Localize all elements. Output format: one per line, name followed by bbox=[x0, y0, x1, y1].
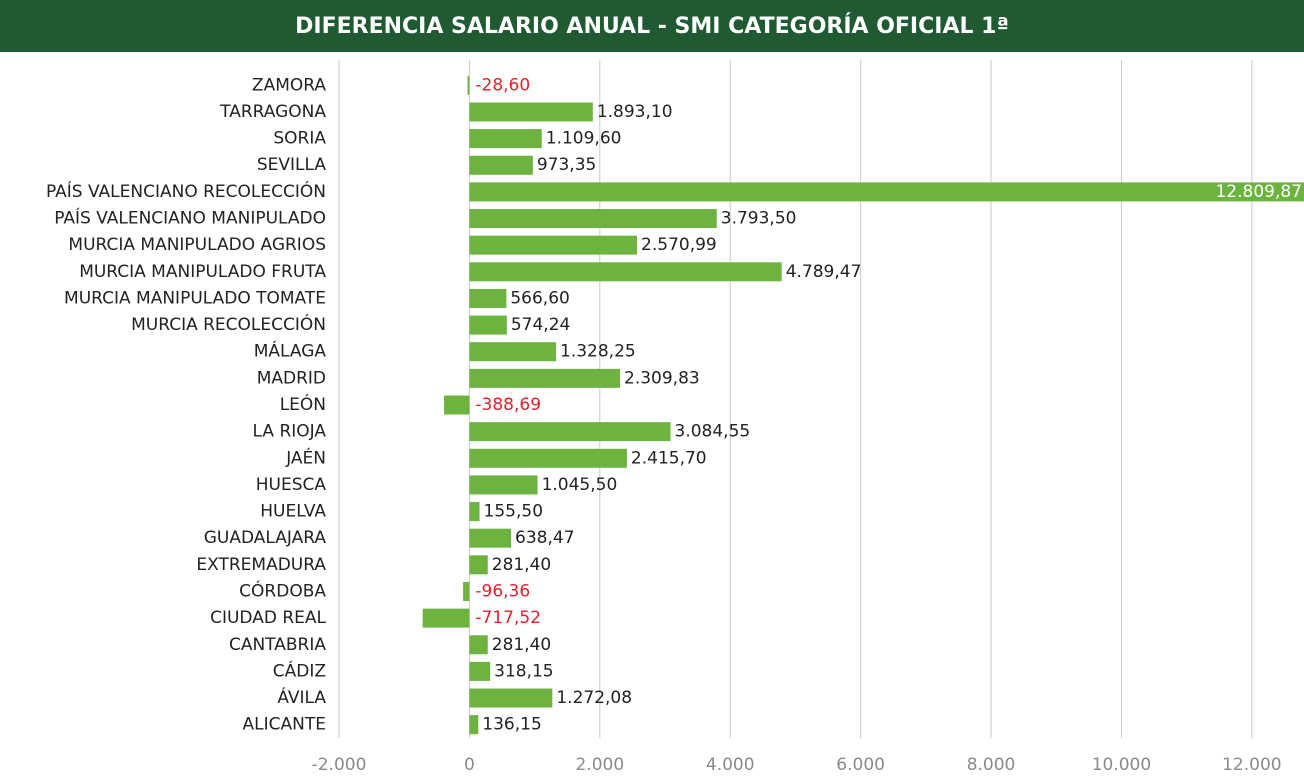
y-tick-label: LEÓN bbox=[280, 393, 326, 415]
value-label: 973,35 bbox=[537, 155, 596, 175]
bar bbox=[463, 581, 470, 601]
value-label: 1.328,25 bbox=[560, 342, 636, 362]
value-label: -388,69 bbox=[475, 395, 541, 415]
x-tick-label: 2.000 bbox=[575, 755, 624, 775]
bar bbox=[469, 661, 491, 681]
value-label: 2.415,70 bbox=[631, 448, 707, 468]
y-tick-label: TARRAGONA bbox=[219, 102, 326, 122]
value-label: 2.309,83 bbox=[624, 368, 700, 388]
y-tick-label: ALICANTE bbox=[243, 715, 326, 735]
y-tick-label: ZAMORA bbox=[252, 75, 326, 95]
bar bbox=[469, 635, 488, 655]
bar bbox=[469, 155, 533, 175]
value-label: 1.272,08 bbox=[556, 688, 632, 708]
value-label: 155,50 bbox=[484, 502, 543, 522]
y-tick-label: GUADALAJARA bbox=[204, 528, 327, 548]
y-tick-label: JAÉN bbox=[285, 446, 326, 468]
x-tick-label: 8.000 bbox=[967, 755, 1016, 775]
value-label: 3.793,50 bbox=[721, 209, 797, 229]
bar bbox=[469, 555, 488, 575]
y-tick-label: HUESCA bbox=[256, 475, 327, 495]
y-tick-label: SORIA bbox=[273, 129, 326, 149]
bar bbox=[469, 715, 479, 735]
labels: -2.000 0 2.000 4.000 6.000 8.000 10.000 12.000 Z… bbox=[46, 75, 1302, 775]
value-label: -28,60 bbox=[475, 75, 530, 95]
x-tick-label: 12.000 bbox=[1222, 755, 1281, 775]
bar bbox=[469, 448, 627, 468]
bar bbox=[469, 342, 557, 362]
chart-title: DIFERENCIA SALARIO ANUAL - SMI CATEGORÍA… bbox=[295, 13, 1009, 39]
bar bbox=[469, 528, 512, 548]
bar bbox=[469, 262, 782, 282]
bar bbox=[469, 475, 538, 495]
y-tick-label: CÁDIZ bbox=[273, 659, 326, 681]
y-tick-label: EXTREMADURA bbox=[196, 555, 326, 575]
y-tick-label: CIUDAD REAL bbox=[210, 608, 326, 628]
bar bbox=[469, 315, 507, 335]
bar bbox=[469, 422, 671, 442]
bar bbox=[422, 608, 470, 628]
value-label: 281,40 bbox=[492, 635, 551, 655]
value-label: 12.809,87 bbox=[1215, 182, 1302, 202]
y-tick-label: SEVILLA bbox=[257, 155, 327, 175]
y-tick-label: MÁLAGA bbox=[254, 340, 327, 362]
x-tick-label: 0 bbox=[464, 755, 475, 775]
y-tick-label: CÓRDOBA bbox=[239, 579, 326, 601]
bar bbox=[444, 395, 470, 415]
x-tick-label: 4.000 bbox=[706, 755, 755, 775]
value-label: 1.045,50 bbox=[542, 475, 618, 495]
value-label: 3.084,55 bbox=[675, 422, 751, 442]
y-tick-label: HUELVA bbox=[260, 502, 326, 522]
value-label: -717,52 bbox=[475, 608, 541, 628]
x-tick-label: -2.000 bbox=[312, 755, 367, 775]
value-label: 1.109,60 bbox=[546, 129, 622, 149]
y-tick-label: ÁVILA bbox=[277, 686, 326, 708]
x-tick-label: 10.000 bbox=[1092, 755, 1151, 775]
y-tick-label: PAÍS VALENCIANO MANIPULADO bbox=[54, 207, 326, 229]
bar bbox=[469, 182, 1304, 202]
bar bbox=[469, 688, 553, 708]
y-tick-label: CANTABRIA bbox=[229, 635, 326, 655]
y-tick-label: MADRID bbox=[257, 368, 326, 388]
value-label: 2.570,99 bbox=[641, 235, 717, 255]
title-bar bbox=[0, 0, 1304, 52]
bar bbox=[469, 502, 480, 522]
value-label: -96,36 bbox=[475, 581, 530, 601]
value-label: 638,47 bbox=[515, 528, 574, 548]
value-label: 566,60 bbox=[510, 288, 569, 308]
y-tick-label: MURCIA RECOLECCIÓN bbox=[131, 313, 326, 335]
y-tick-label: LA RIOJA bbox=[253, 422, 327, 442]
value-label: 318,15 bbox=[494, 661, 553, 681]
y-tick-label: MURCIA MANIPULADO FRUTA bbox=[79, 262, 326, 282]
bar bbox=[467, 75, 470, 95]
bar bbox=[469, 129, 542, 149]
value-label: 281,40 bbox=[492, 555, 551, 575]
bars bbox=[422, 75, 1304, 735]
y-tick-label: MURCIA MANIPULADO TOMATE bbox=[64, 288, 326, 308]
value-label: 4.789,47 bbox=[786, 262, 862, 282]
value-label: 1.893,10 bbox=[597, 102, 673, 122]
y-tick-label: MURCIA MANIPULADO AGRIOS bbox=[68, 235, 326, 255]
value-label: 136,15 bbox=[482, 715, 541, 735]
bar bbox=[469, 102, 593, 122]
x-tick-label: 6.000 bbox=[836, 755, 885, 775]
bar bbox=[469, 288, 507, 308]
bar bbox=[469, 368, 621, 388]
y-tick-label: PAÍS VALENCIANO RECOLECCIÓN bbox=[46, 180, 326, 202]
bar bbox=[469, 235, 638, 255]
value-label: 574,24 bbox=[511, 315, 570, 335]
bar bbox=[469, 209, 717, 229]
